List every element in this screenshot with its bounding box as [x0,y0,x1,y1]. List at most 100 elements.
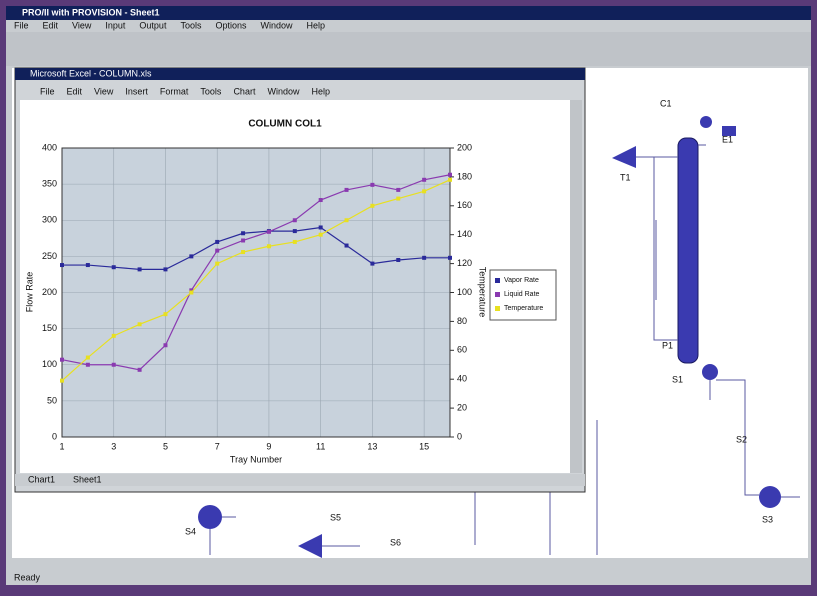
unit-label: C1 [660,98,672,108]
point [396,258,400,262]
point [112,265,116,269]
unit-label: S3 [762,514,773,524]
unit-label: S1 [672,374,683,384]
y2-tick-label: 20 [457,402,467,412]
y2-tick-label: 140 [457,229,472,239]
menu-item[interactable]: File [14,20,29,30]
point [163,343,167,347]
y2-tick-label: 120 [457,258,472,268]
y-tick-label: 250 [42,251,57,261]
menu-item[interactable]: Tools [180,20,202,30]
unit-label: S2 [736,434,747,444]
exchanger [198,505,222,529]
point [241,250,245,254]
point [241,238,245,242]
point [370,204,374,208]
menu-item[interactable]: View [94,86,114,96]
legend-swatch [495,278,500,283]
menu-item[interactable]: Help [311,86,330,96]
condenser [700,116,712,128]
point [86,263,90,267]
y-tick-label: 100 [42,359,57,369]
menu-item[interactable]: File [40,86,55,96]
point [215,249,219,253]
point [345,218,349,222]
menu-item[interactable]: Help [307,20,326,30]
menu-item[interactable]: Tools [200,86,222,96]
y2-axis-label: Temperature [478,267,488,318]
point [293,218,297,222]
point [189,254,193,258]
unit-label: P1 [662,340,673,350]
point [86,363,90,367]
point [293,240,297,244]
legend-label: Vapor Rate [504,277,539,284]
y2-tick-label: 60 [457,345,467,355]
legend-swatch [495,292,500,297]
point [163,312,167,316]
reboiler [702,364,718,380]
point [345,244,349,248]
y2-tick-label: 160 [457,200,472,210]
x-tick-label: 15 [419,441,429,451]
status-bar [6,570,811,585]
point [138,368,142,372]
menu-item[interactable]: Options [215,20,247,30]
point [138,322,142,326]
sheet-tab[interactable]: Chart1 [28,474,55,484]
y2-tick-label: 0 [457,431,462,441]
point [189,291,193,295]
point [241,231,245,235]
screen: PRO/II with PROVISION - Sheet1 Microsoft… [0,0,817,591]
point [448,173,452,177]
unit-label: T1 [620,172,631,182]
y2-tick-label: 200 [457,142,472,152]
menu-item[interactable]: Window [261,20,294,30]
menu-item[interactable]: Window [267,86,300,96]
x-tick-label: 7 [215,441,220,451]
toolbar[interactable] [6,32,811,66]
x-axis-label: Tray Number [230,454,282,464]
point [370,183,374,187]
menu-item[interactable]: View [72,20,92,30]
y-tick-label: 50 [47,395,57,405]
menu-item[interactable]: Insert [125,86,148,96]
point [422,178,426,182]
point [138,267,142,271]
unit-label: S4 [185,526,196,536]
point [112,363,116,367]
y2-tick-label: 80 [457,316,467,326]
unit-label: E1 [722,134,733,144]
menu-item[interactable]: Chart [233,86,256,96]
excel-title: Microsoft Excel - COLUMN.xls [30,68,152,78]
scrollbar[interactable] [570,100,582,473]
x-tick-label: 9 [266,441,271,451]
status-text: Ready [14,572,41,582]
menu-item[interactable]: Output [139,20,167,30]
menu-item[interactable]: Format [160,86,189,96]
chart-title: COLUMN COL1 [248,119,322,130]
y2-tick-label: 40 [457,374,467,384]
menu-item[interactable]: Edit [67,86,83,96]
point [345,188,349,192]
point [319,233,323,237]
point [293,229,297,233]
point [163,267,167,271]
y-tick-label: 350 [42,179,57,189]
point [319,225,323,229]
y2-tick-label: 180 [457,171,472,181]
x-tick-label: 13 [367,441,377,451]
exchanger [759,486,781,508]
sheet-tab[interactable]: Sheet1 [73,474,102,484]
y-tick-label: 400 [42,142,57,152]
menu-item[interactable]: Input [105,20,126,30]
menu-item[interactable]: Edit [43,20,59,30]
point [396,188,400,192]
legend-label: Temperature [504,305,543,312]
unit-label: S6 [390,537,401,547]
legend-label: Liquid Rate [504,291,540,298]
point [112,334,116,338]
page: PRO/II with PROVISION - Sheet1 Microsoft… [0,0,817,591]
x-tick-label: 1 [59,441,64,451]
point [319,198,323,202]
